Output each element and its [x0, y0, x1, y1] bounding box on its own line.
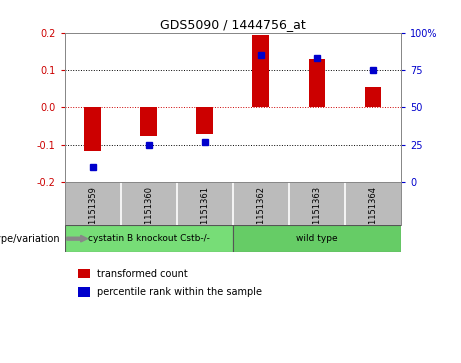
Text: GSM1151364: GSM1151364 [368, 186, 378, 242]
Bar [84, 107, 101, 151]
Text: transformed count: transformed count [97, 269, 188, 279]
Text: GSM1151359: GSM1151359 [88, 186, 97, 242]
Bar [365, 87, 381, 107]
Bar [140, 107, 157, 135]
Bar [233, 225, 401, 252]
Text: GSM1151361: GSM1151361 [200, 186, 209, 242]
Bar [196, 107, 213, 134]
Bar [253, 34, 269, 107]
Text: wild type: wild type [296, 234, 338, 243]
Bar [308, 59, 325, 107]
Bar [65, 225, 233, 252]
Text: GSM1151360: GSM1151360 [144, 186, 153, 242]
Text: cystatin B knockout Cstb-/-: cystatin B knockout Cstb-/- [88, 234, 210, 243]
Text: GSM1151362: GSM1151362 [256, 186, 266, 242]
Title: GDS5090 / 1444756_at: GDS5090 / 1444756_at [160, 19, 306, 32]
Text: genotype/variation: genotype/variation [0, 234, 60, 244]
Text: percentile rank within the sample: percentile rank within the sample [97, 287, 262, 297]
Text: GSM1151363: GSM1151363 [313, 186, 321, 242]
